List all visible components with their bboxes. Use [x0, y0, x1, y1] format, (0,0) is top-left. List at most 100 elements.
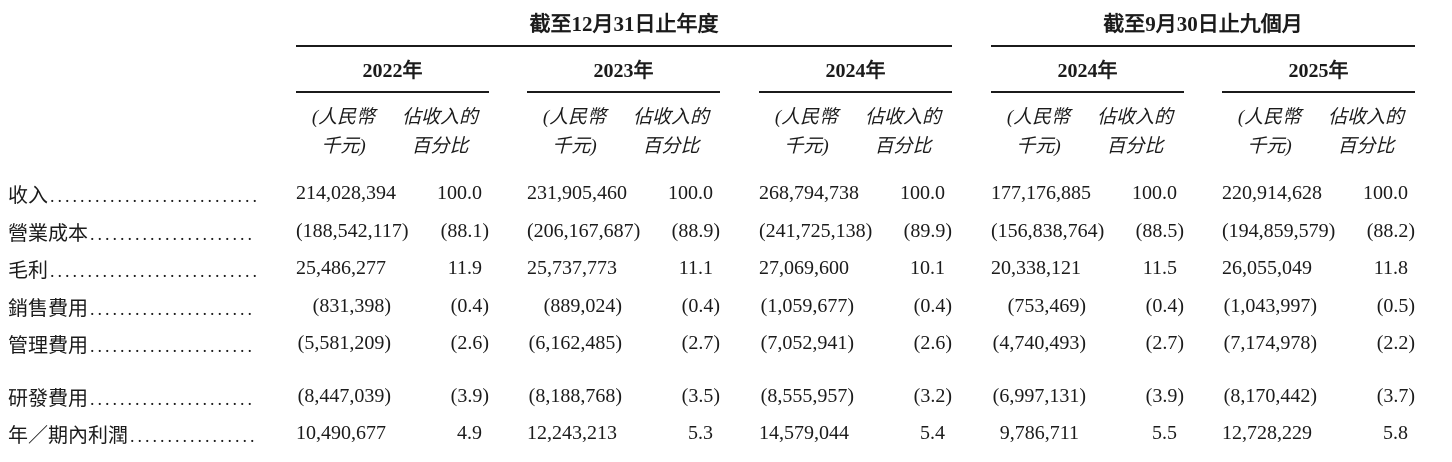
column-gap [720, 415, 759, 453]
pct-cell: (0.4) [681, 294, 720, 317]
column-gap [1184, 325, 1222, 363]
pct-cell: 5.5 [1152, 422, 1177, 445]
column-gap [952, 175, 991, 213]
column-gap [1184, 288, 1222, 326]
column-gap [489, 92, 527, 175]
subcolumn-header-row: (人民幣 千元) 佔收入的 百分比 (人民幣 千元) 佔收入的 百分比 (人民幣 千元) … [0, 92, 1415, 175]
pct-cell: 11.8 [1373, 257, 1409, 280]
pct-cell: (89.9) [903, 219, 952, 242]
amount-cell: 27,069,600 [759, 257, 849, 280]
label-column-spacer [0, 92, 296, 175]
amount-cell: 177,176,885 [991, 182, 1091, 205]
amount-cell: 231,905,460 [527, 182, 627, 205]
pct-cell: (3.7) [1376, 384, 1416, 407]
subcol-amount-header: (人民幣 千元) [1006, 107, 1071, 157]
amount-cell: (194,859,579) [1222, 219, 1336, 242]
column-gap [952, 213, 991, 251]
column-gap [952, 378, 991, 416]
subcol-pct-header: 佔收入的 百分比 [1328, 107, 1405, 157]
amount-cell: 20,338,121 [991, 257, 1081, 280]
group-gap [952, 0, 991, 46]
amount-cell: 14,579,044 [759, 422, 849, 445]
amount-cell: (8,447,039) [297, 384, 391, 407]
column-gap [952, 46, 991, 92]
table-row-revenue: 收入......................................… [0, 175, 1415, 213]
column-gap [489, 46, 527, 92]
pct-cell: 100.0 [437, 182, 482, 205]
group-header-year-ended: 截至12月31日止年度 [296, 0, 952, 47]
pct-cell: 100.0 [668, 182, 713, 205]
column-gap [1184, 46, 1222, 92]
column-gap [720, 250, 759, 288]
pct-cell: (3.2) [913, 384, 952, 407]
amount-cell: 26,055,049 [1222, 257, 1312, 280]
column-gap [489, 250, 527, 288]
pct-cell: (0.4) [913, 294, 952, 317]
amount-cell: (8,555,957) [760, 384, 854, 407]
amount-cell: (1,059,677) [760, 294, 854, 317]
amount-cell: 268,794,738 [759, 182, 859, 205]
column-gap [489, 325, 527, 363]
dot-leader: ........................................… [90, 298, 256, 319]
row-label: 研發費用....................................… [8, 387, 256, 410]
subcol-amount-header: (人民幣 千元) [311, 107, 376, 157]
subcol-amount-header: (人民幣 千元) [542, 107, 607, 157]
table-row-cost-of-sales: 營業成本....................................… [0, 213, 1415, 251]
amount-cell: (206,167,687) [527, 219, 641, 242]
amount-cell: (7,174,978) [1223, 332, 1317, 355]
year-header-2025-9m: 2025年 [1222, 46, 1416, 93]
pct-cell: 11.5 [1142, 257, 1177, 280]
subcol-amount-header: (人民幣 千元) [1237, 107, 1302, 157]
subcol-pct-header: 佔收入的 百分比 [864, 107, 941, 157]
column-gap [720, 46, 759, 92]
amount-cell: (1,043,997) [1223, 294, 1317, 317]
row-label: 銷售費用....................................… [8, 297, 256, 320]
label-column-spacer [0, 0, 296, 46]
dot-leader: ........................................… [90, 388, 256, 409]
pct-cell: 100.0 [1132, 182, 1177, 205]
table-row-rd-expenses: 研發費用....................................… [0, 378, 1415, 416]
amount-cell: 214,028,394 [296, 182, 396, 205]
dot-leader: ........................................… [90, 223, 256, 244]
pct-cell: (88.9) [671, 219, 720, 242]
amount-cell: (188,542,117) [296, 219, 409, 242]
pct-cell: (2.2) [1376, 332, 1416, 355]
column-gap [720, 92, 759, 175]
pct-cell: (2.6) [450, 332, 489, 355]
pct-cell: (3.9) [450, 384, 489, 407]
amount-cell: 220,914,628 [1222, 182, 1322, 205]
pct-cell: 5.8 [1383, 422, 1409, 445]
pct-cell: 100.0 [900, 182, 945, 205]
column-gap [489, 378, 527, 416]
pct-cell: (2.7) [1145, 332, 1184, 355]
pct-cell: 5.3 [688, 422, 713, 445]
column-gap [720, 288, 759, 326]
column-gap [720, 175, 759, 213]
amount-cell: 10,490,677 [296, 422, 386, 445]
column-gap [952, 415, 991, 453]
column-gap [489, 415, 527, 453]
row-gap [0, 363, 1415, 378]
pct-cell: (2.6) [913, 332, 952, 355]
dot-leader: ........................................… [90, 336, 256, 357]
pct-cell: (0.5) [1376, 294, 1416, 317]
row-label: 管理費用....................................… [8, 335, 256, 358]
column-gap [1184, 175, 1222, 213]
row-label: 毛利......................................… [0, 250, 296, 288]
financial-summary-table: 截至12月31日止年度 截至9月30日止九個月 2022年 2023年 2024… [0, 0, 1416, 453]
subcol-amount-header: (人民幣 千元) [774, 107, 839, 157]
year-header-2022: 2022年 [296, 46, 489, 93]
amount-cell: (889,024) [543, 294, 622, 317]
column-gap [489, 288, 527, 326]
amount-cell: 25,737,773 [527, 257, 617, 280]
row-label: 營業成本....................................… [8, 222, 256, 245]
column-gap [489, 175, 527, 213]
amount-cell: (8,188,768) [528, 384, 622, 407]
year-header-2023: 2023年 [527, 46, 720, 93]
amount-cell: 9,786,711 [999, 422, 1079, 445]
amount-cell: (6,162,485) [528, 332, 622, 355]
amount-cell: (753,469) [1007, 294, 1086, 317]
column-gap [1184, 415, 1222, 453]
table-row-admin-expenses: 管理費用....................................… [0, 325, 1415, 363]
column-gap [720, 378, 759, 416]
